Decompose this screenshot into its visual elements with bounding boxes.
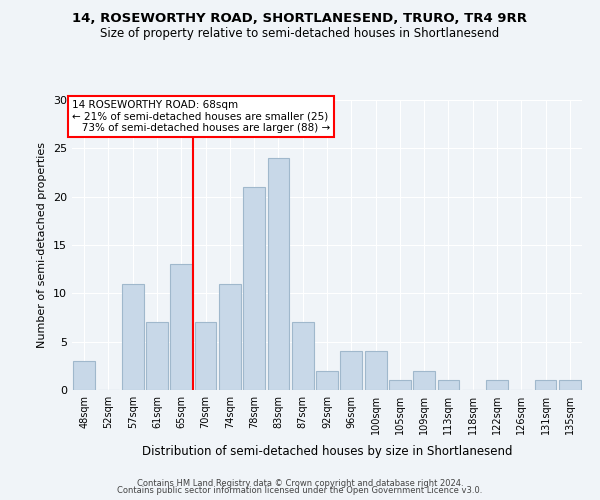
Bar <box>413 370 435 390</box>
Text: Contains HM Land Registry data © Crown copyright and database right 2024.: Contains HM Land Registry data © Crown c… <box>137 478 463 488</box>
Text: 14, ROSEWORTHY ROAD, SHORTLANESEND, TRURO, TR4 9RR: 14, ROSEWORTHY ROAD, SHORTLANESEND, TRUR… <box>73 12 527 26</box>
Text: Contains public sector information licensed under the Open Government Licence v3: Contains public sector information licen… <box>118 486 482 495</box>
Bar <box>316 370 338 390</box>
Bar <box>194 322 217 390</box>
Bar <box>292 322 314 390</box>
Text: 14 ROSEWORTHY ROAD: 68sqm
← 21% of semi-detached houses are smaller (25)
   73% : 14 ROSEWORTHY ROAD: 68sqm ← 21% of semi-… <box>72 100 330 133</box>
Bar <box>486 380 508 390</box>
Bar <box>73 361 95 390</box>
Bar <box>365 352 386 390</box>
Bar <box>170 264 192 390</box>
X-axis label: Distribution of semi-detached houses by size in Shortlanesend: Distribution of semi-detached houses by … <box>142 446 512 458</box>
Bar <box>389 380 411 390</box>
Y-axis label: Number of semi-detached properties: Number of semi-detached properties <box>37 142 47 348</box>
Bar <box>535 380 556 390</box>
Bar <box>219 284 241 390</box>
Bar <box>437 380 460 390</box>
Bar <box>122 284 143 390</box>
Text: Size of property relative to semi-detached houses in Shortlanesend: Size of property relative to semi-detach… <box>100 28 500 40</box>
Bar <box>559 380 581 390</box>
Bar <box>243 187 265 390</box>
Bar <box>268 158 289 390</box>
Bar <box>146 322 168 390</box>
Bar <box>340 352 362 390</box>
